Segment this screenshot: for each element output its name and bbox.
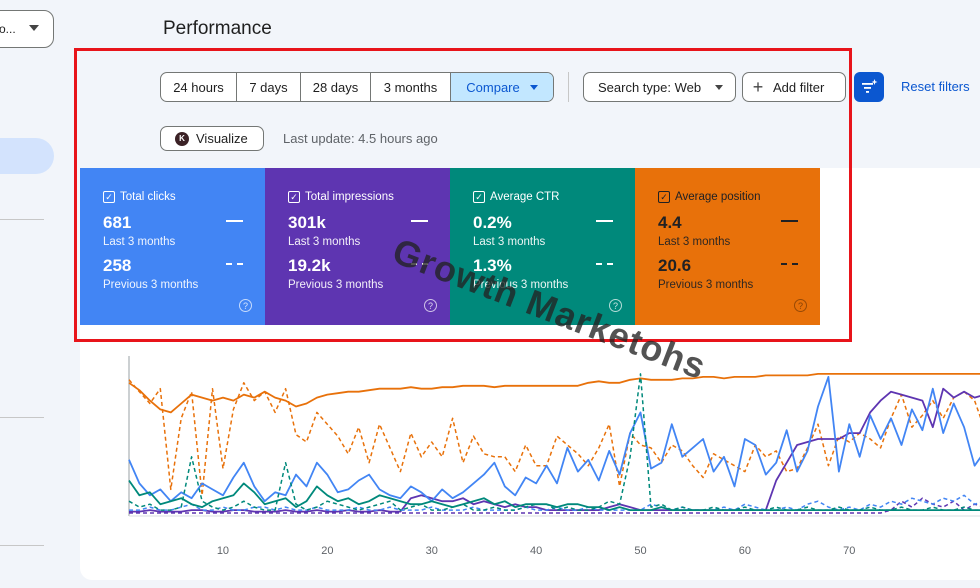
toolbar-divider: [568, 72, 569, 102]
x-tick-label: 10: [217, 545, 229, 557]
rail-divider: [0, 219, 44, 220]
compare-label: Compare: [466, 79, 520, 95]
search-type-dropdown[interactable]: Search type: Web: [583, 72, 736, 102]
x-tick-label: 40: [530, 545, 542, 557]
metric-period-current: Last 3 months: [658, 236, 731, 248]
help-icon[interactable]: ?: [794, 299, 807, 312]
chevron-down-icon: [529, 84, 538, 90]
metric-card-total-clicks[interactable]: ✓ Total clicks 681 Last 3 months 258 Prev…: [80, 168, 265, 325]
help-icon[interactable]: ?: [609, 299, 622, 312]
metric-label: Average CTR: [490, 191, 560, 203]
page-title: Performance: [163, 18, 272, 39]
dashed-line-legend-icon: [596, 263, 613, 265]
checkbox-checked-icon[interactable]: ✓: [103, 191, 115, 203]
series-line-4: [128, 376, 980, 503]
highlight-annotation-box: [74, 48, 852, 342]
metric-period-current: Last 3 months: [473, 236, 546, 248]
metric-value-previous: 1.3%: [473, 256, 512, 275]
performance-line-chart: 10 20 30 40 50 60 70: [128, 356, 980, 557]
metric-period-previous: Previous 3 months: [103, 279, 199, 291]
rail-active-item[interactable]: [0, 138, 54, 174]
range-7-days-button[interactable]: 7 days: [237, 73, 301, 101]
series-line-3: [129, 497, 980, 514]
solid-line-legend-icon: [781, 220, 798, 222]
checkbox-checked-icon[interactable]: ✓: [658, 191, 670, 203]
reset-filters-link[interactable]: Reset filters: [901, 79, 970, 94]
add-filter-label: Add filter: [773, 79, 825, 95]
dashed-line-legend-icon: [226, 263, 243, 265]
metric-period-current: Last 3 months: [288, 236, 361, 248]
series-line-6: [128, 479, 980, 512]
chevron-down-icon: [715, 85, 723, 90]
add-filter-button[interactable]: + Add filter: [742, 72, 846, 102]
series-line-5: [129, 494, 980, 511]
filter-sparkle-icon: [862, 79, 878, 93]
solid-line-legend-icon: [226, 220, 243, 222]
x-tick-label: 70: [843, 545, 855, 557]
metric-period-previous: Previous 3 months: [658, 279, 754, 291]
metric-label: Average position: [675, 191, 761, 203]
plus-icon: +: [752, 77, 764, 97]
left-rail: o...: [0, 0, 80, 588]
x-tick-label: 20: [321, 545, 333, 557]
series-line-0: [128, 373, 980, 414]
metric-period-current: Last 3 months: [103, 236, 176, 248]
metric-card-average-ctr[interactable]: ✓ Average CTR 0.2% Last 3 months 1.3% Pre…: [450, 168, 635, 325]
metric-label: Total clicks: [120, 191, 176, 203]
metric-period-previous: Previous 3 months: [288, 279, 384, 291]
last-update-text: Last update: 4.5 hours ago: [283, 131, 438, 146]
k-logo-icon: K: [175, 131, 189, 146]
search-type-label: Search type: Web: [598, 79, 702, 95]
property-selector-label: o...: [0, 22, 16, 36]
metric-card-total-impressions[interactable]: ✓ Total impressions 301k Last 3 months 19…: [265, 168, 450, 325]
smart-filter-button[interactable]: [854, 72, 884, 102]
help-icon[interactable]: ?: [239, 299, 252, 312]
range-3-months-button[interactable]: 3 months: [371, 73, 451, 101]
visualize-button[interactable]: K Visualize: [160, 126, 264, 151]
metric-value-previous: 20.6: [658, 256, 692, 275]
metric-value-current: 681: [103, 213, 132, 232]
chevron-down-icon: [29, 25, 39, 31]
metric-value-current: 4.4: [658, 213, 682, 232]
range-24-hours-button[interactable]: 24 hours: [161, 73, 237, 101]
dashed-line-legend-icon: [411, 263, 428, 265]
x-tick-label: 30: [426, 545, 438, 557]
help-icon[interactable]: ?: [424, 299, 437, 312]
property-selector[interactable]: o...: [0, 10, 54, 48]
range-28-days-button[interactable]: 28 days: [301, 73, 371, 101]
solid-line-legend-icon: [596, 220, 613, 222]
date-range-group: 24 hours 7 days 28 days 3 months Compare: [160, 72, 554, 102]
metric-label: Total impressions: [305, 191, 394, 203]
dashed-line-legend-icon: [781, 263, 798, 265]
checkbox-checked-icon[interactable]: ✓: [288, 191, 300, 203]
x-tick-label: 50: [634, 545, 646, 557]
x-tick-label: 60: [739, 545, 751, 557]
metric-value-previous: 258: [103, 256, 132, 275]
metric-period-previous: Previous 3 months: [473, 279, 569, 291]
visualize-label: Visualize: [196, 131, 248, 146]
metric-value-current: 0.2%: [473, 213, 512, 232]
compare-button[interactable]: Compare: [451, 73, 553, 101]
metric-value-current: 301k: [288, 213, 326, 232]
solid-line-legend-icon: [411, 220, 428, 222]
metric-value-previous: 19.2k: [288, 256, 331, 275]
rail-divider: [0, 417, 44, 418]
rail-divider: [0, 545, 44, 546]
checkbox-checked-icon[interactable]: ✓: [473, 191, 485, 203]
metric-card-average-position[interactable]: ✓ Average position 4.4 Last 3 months 20.6…: [635, 168, 820, 325]
series-line-2: [129, 387, 980, 513]
